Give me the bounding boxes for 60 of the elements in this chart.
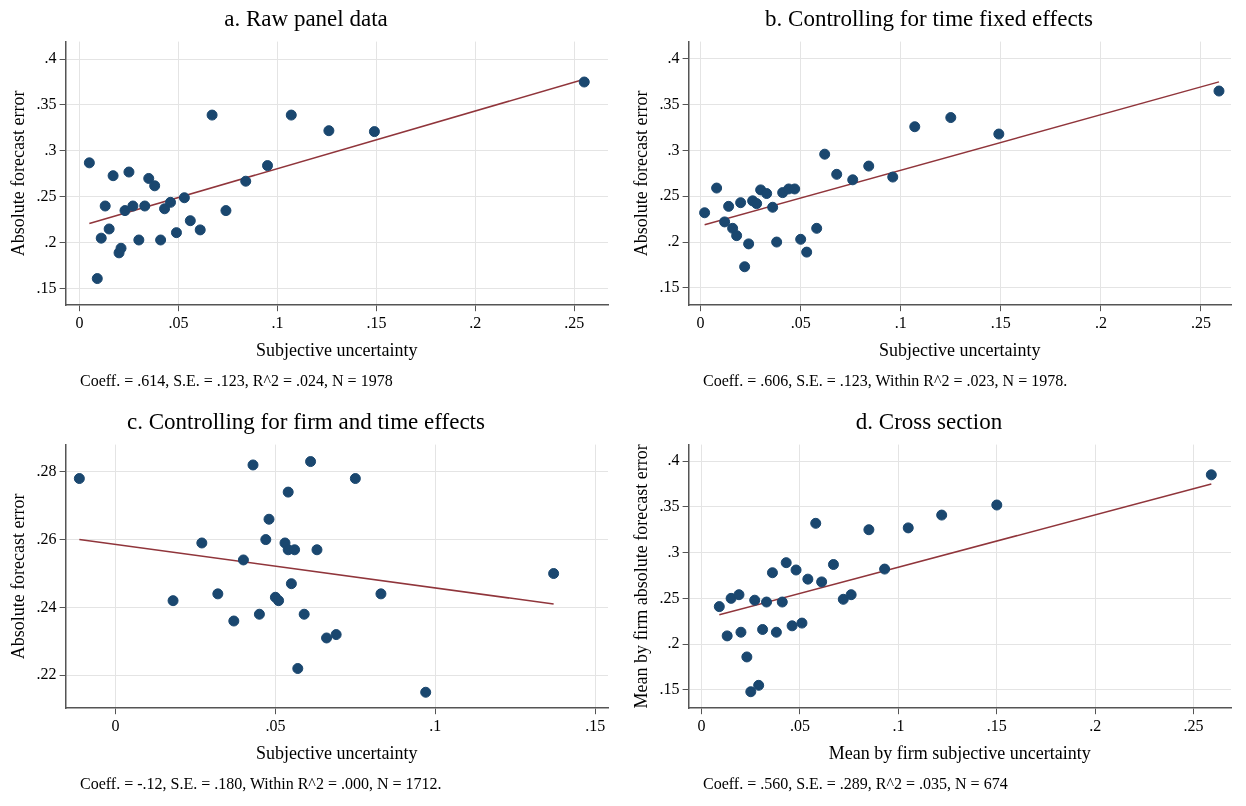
y-tick-label: .4 [44,49,57,67]
x-tick-label: .2 [1094,314,1107,331]
x-tick-label: .1 [892,717,905,734]
x-tick-label: 0 [75,314,84,331]
x-tick-label: 0 [697,717,706,734]
y-tick-label: .28 [36,461,57,479]
text: Coeff. = -.12, S.E. = .180, Within R^2 = .000, N = 1712. [80,775,442,793]
chart-title: b. Controlling for time fixed effects [765,5,1093,31]
x-tick-label: .15 [990,314,1011,331]
x-tick-label: .05 [168,314,189,331]
y-tick-label: .35 [36,95,57,113]
x-tick-label: .05 [790,314,811,331]
y-tick-label: .15 [659,680,680,698]
chart-title: c. Controlling for firm and time effects [127,408,485,434]
y-tick-label: .4 [667,451,680,469]
y-axis-title: Absolute forecast error [7,493,28,660]
x-tick-label: .25 [1190,314,1211,331]
text: Coeff. = .560, S.E. = .289, R^2 = .035, N = 674 [703,775,1008,793]
y-tick-label: .22 [36,665,57,683]
text: Coeff. = .606, S.E. = .123, Within R^2 = .023, N = 1978. [703,372,1068,390]
x-tick-label: .2 [1089,717,1102,734]
y-tick-label: .25 [659,588,680,606]
x-tick-label: .1 [271,314,284,331]
y-tick-label: .35 [659,94,680,112]
x-tick-label: .25 [564,314,585,331]
y-tick-label: .15 [36,278,57,296]
y-tick-label: .15 [659,278,680,296]
y-tick-label: .26 [36,529,57,547]
x-tick-label: .2 [469,314,482,331]
y-tick-label: .3 [44,141,57,159]
y-tick-label: .4 [667,49,680,67]
x-axis-title: Subjective uncertainty [256,339,418,360]
y-axis-title: Absolute forecast error [630,90,651,257]
x-tick-label: 0 [696,314,705,331]
y-tick-label: .25 [36,187,57,205]
y-tick-label: .2 [44,232,57,250]
x-tick-label: .05 [265,717,286,734]
y-tick-label: .2 [667,634,680,652]
x-tick-label: 0 [111,717,120,734]
y-axis-title: Mean by firm absolute forecast error [630,444,651,709]
x-tick-label: .1 [894,314,907,331]
y-tick-label: .35 [659,497,680,515]
x-axis-title: Mean by firm subjective uncertainty [828,742,1091,763]
y-tick-label: .24 [36,597,57,615]
x-tick-label: .25 [1183,717,1204,734]
x-tick-label: .15 [366,314,387,331]
x-tick-label: .15 [585,717,606,734]
chart-title: a. Raw panel data [224,5,388,31]
y-tick-label: .3 [667,140,680,158]
y-tick-label: .25 [659,186,680,204]
chart-title: d. Cross section [855,408,1003,434]
x-tick-label: .15 [986,717,1007,734]
y-tick-label: .2 [667,232,680,250]
x-tick-label: .1 [429,717,442,734]
text: Coeff. = .614, S.E. = .123, R^2 = .024, N = 1978 [80,372,393,390]
x-axis-title: Subjective uncertainty [256,742,418,763]
x-axis-title: Subjective uncertainty [879,339,1041,360]
y-tick-label: .3 [667,542,680,560]
y-axis-title: Absolute forecast error [7,90,28,257]
x-tick-label: .05 [789,717,810,734]
